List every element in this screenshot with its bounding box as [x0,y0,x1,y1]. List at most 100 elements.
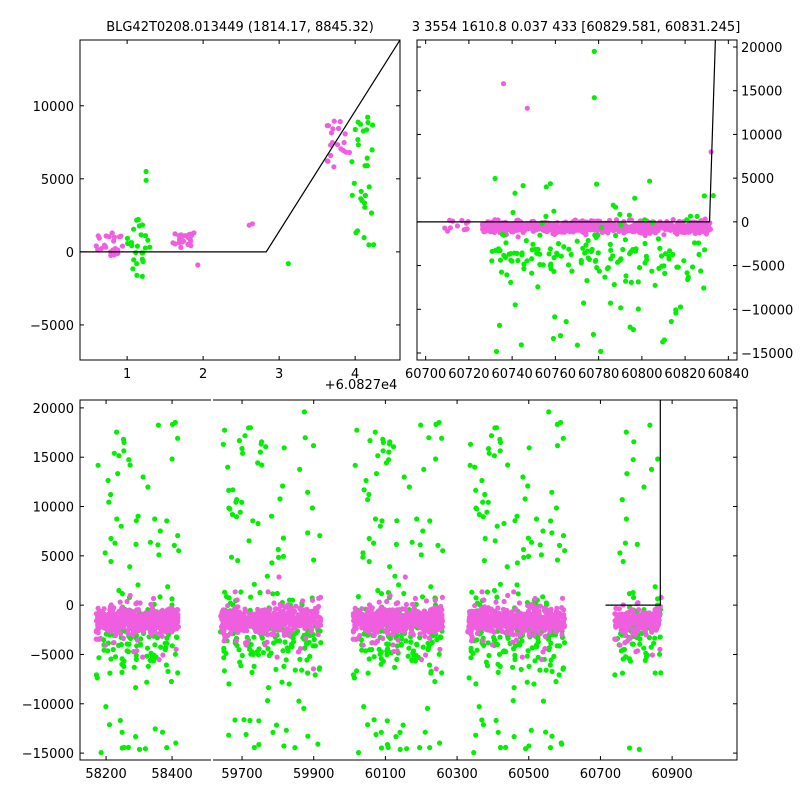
data-point [528,539,535,545]
data-point [395,637,401,643]
data-point [221,622,227,628]
data-point [559,595,566,601]
data-point [433,666,439,672]
data-point [436,651,442,657]
data-point [349,192,355,198]
data-point [289,644,295,650]
data-point [366,535,372,542]
data-point [637,641,643,647]
data-point [271,640,277,646]
data-point [694,213,700,219]
data-point [376,646,382,652]
data-point [355,750,362,756]
data-point [270,729,276,736]
data-point [159,729,166,735]
data-point [541,226,547,232]
data-point [528,727,534,733]
data-point [168,678,174,685]
data-point [370,122,376,128]
data-point [469,636,475,642]
data-point [353,609,359,615]
data-point [358,196,364,202]
data-point [581,300,587,306]
data-point [164,745,170,751]
x-tick-label: 60700 [405,367,446,382]
data-point [524,105,530,111]
data-point [139,256,145,262]
data-point [585,237,591,244]
data-point [239,624,245,630]
data-point [598,348,604,354]
data-point [276,554,282,561]
data-point [626,212,633,218]
data-point [583,230,589,237]
data-point [250,518,256,524]
data-point [620,656,626,662]
data-point [406,645,412,651]
data-point [295,649,302,655]
data-point [533,621,539,628]
data-point [95,636,102,643]
data-point [566,262,572,268]
data-point [155,422,161,428]
data-point [636,746,642,753]
data-point [540,528,546,534]
data-point [647,422,653,428]
data-point [524,258,530,264]
data-point [232,717,238,723]
data-point [172,651,178,657]
data-point [106,722,113,728]
data-point [417,745,423,751]
data-point [366,184,372,190]
data-point [243,642,249,648]
data-point [507,612,513,619]
data-point [613,232,619,239]
data-point [103,704,109,710]
data-point [542,608,548,614]
data-point [551,208,557,214]
data-point [489,613,495,620]
data-point [492,608,498,614]
data-point [125,240,131,247]
data-point [136,746,143,753]
data-point [172,231,178,237]
data-point [303,635,309,641]
data-point [139,222,146,228]
data-point [616,606,622,612]
data-point [358,188,364,194]
data-point [560,435,566,441]
data-point [304,640,310,646]
data-point [367,438,373,444]
data-point [145,663,151,670]
data-point [133,685,139,691]
data-point [271,600,277,606]
data-point [134,637,141,643]
data-point [135,582,141,588]
data-point [519,250,525,256]
data-point [660,224,667,230]
data-point [133,250,139,256]
data-point [109,230,115,236]
data-point [670,251,676,258]
data-point [280,553,286,560]
data-point [622,237,629,243]
data-point [258,441,264,447]
data-point [116,453,122,459]
data-point [270,591,276,597]
data-point [297,656,303,662]
data-point [631,594,637,601]
data-point [422,620,429,626]
data-point [512,607,518,613]
data-point [150,619,156,626]
data-point [643,253,650,259]
data-point [512,656,518,663]
data-point [687,213,694,219]
data-point [529,270,535,276]
data-point [145,237,151,243]
data-point [257,611,264,618]
data-point [540,594,546,600]
data-point [358,620,364,626]
data-point [309,597,316,603]
data-point [657,634,663,640]
data-point [404,610,410,616]
